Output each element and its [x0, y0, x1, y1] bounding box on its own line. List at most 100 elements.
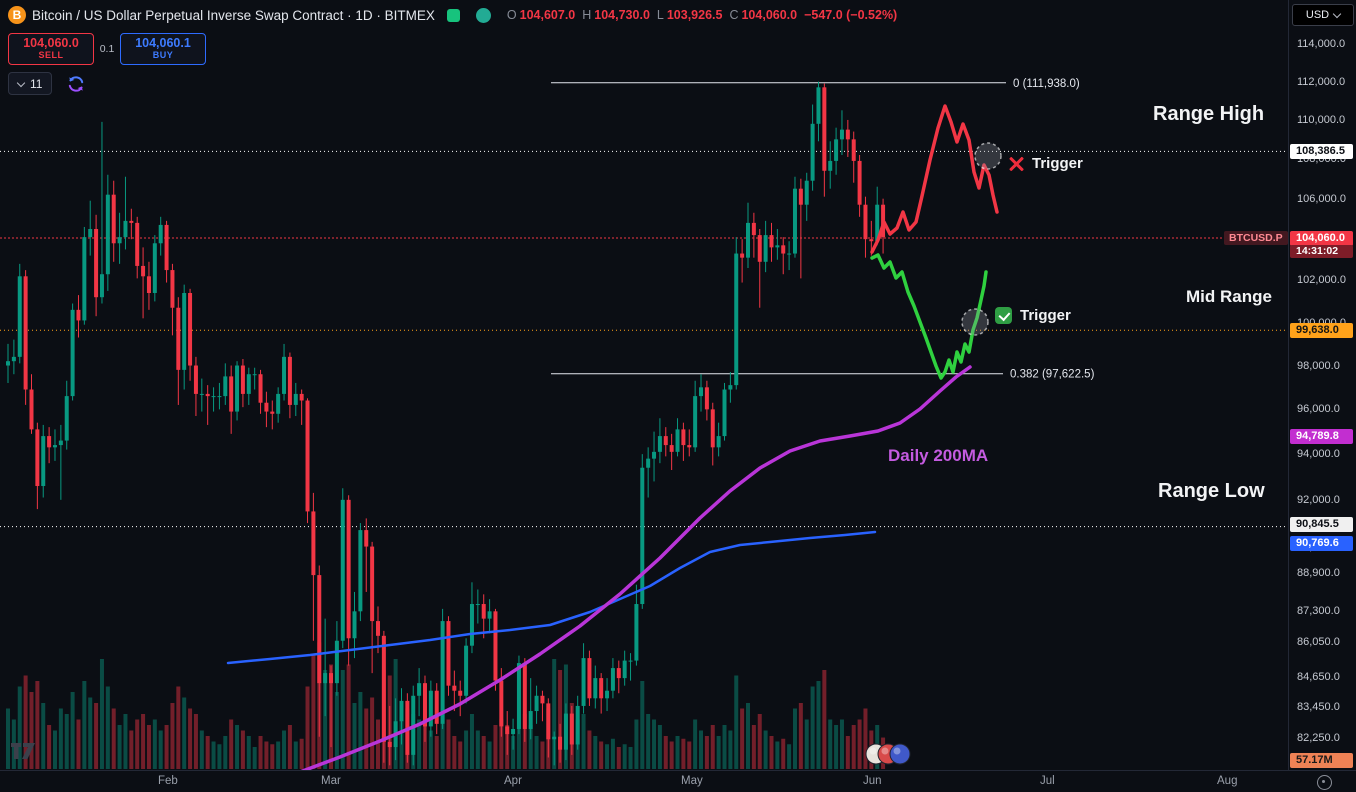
- candle: [699, 374, 704, 412]
- candle: [358, 523, 363, 622]
- candle: [798, 178, 803, 279]
- x-axis-tick-may[interactable]: May: [681, 775, 703, 787]
- candle: [17, 263, 22, 364]
- interval-dropdown[interactable]: 11: [8, 72, 53, 95]
- candle: [111, 180, 116, 262]
- candle: [681, 422, 686, 461]
- symbol-title[interactable]: Bitcoin / US Dollar Perpetual Inverse Sw…: [32, 7, 435, 23]
- volume-bar: [452, 736, 457, 769]
- volume-bar: [616, 747, 621, 769]
- x-axis-tick-aug[interactable]: Aug: [1217, 775, 1238, 787]
- scale-settings-icon[interactable]: [1317, 775, 1332, 790]
- open-label: O: [506, 8, 517, 22]
- sell-button[interactable]: 104,060.0 SELL: [8, 33, 94, 65]
- volume-bar: [458, 741, 463, 769]
- volume-bar: [264, 741, 269, 769]
- volume-bar: [581, 714, 586, 769]
- y-axis-tick: 96,000.0: [1297, 403, 1340, 415]
- x-axis-tick-jun[interactable]: Jun: [863, 775, 882, 787]
- mid-range-label[interactable]: Mid Range: [1186, 287, 1272, 306]
- candle: [546, 698, 551, 758]
- candle: [182, 284, 187, 390]
- candle: [693, 380, 698, 452]
- candle: [652, 431, 657, 482]
- trigger-bull[interactable]: Trigger: [995, 307, 1071, 324]
- candle: [728, 372, 733, 403]
- candle: [469, 582, 474, 654]
- volume-bar: [52, 730, 57, 769]
- x-axis-tick-jul[interactable]: Jul: [1040, 775, 1055, 787]
- trigger-bear[interactable]: Trigger: [1008, 155, 1083, 172]
- candle: [851, 131, 856, 183]
- volume-bar: [88, 697, 93, 769]
- bullish-scenario-path[interactable]: [870, 253, 988, 380]
- volume-bar: [722, 725, 727, 769]
- currency-dropdown[interactable]: USD: [1292, 4, 1354, 26]
- candle: [845, 119, 850, 157]
- candle: [417, 668, 422, 717]
- candle: [446, 616, 451, 696]
- interval-value: 11: [30, 76, 43, 91]
- volume-bar: [528, 725, 533, 769]
- buy-button[interactable]: 104,060.1 BUY: [120, 33, 206, 65]
- candle: [687, 429, 692, 457]
- candle: [522, 658, 527, 742]
- candle: [769, 222, 774, 262]
- candle: [675, 418, 680, 457]
- volume-bar: [816, 681, 821, 769]
- candle: [493, 608, 498, 691]
- volume-bar: [205, 736, 210, 769]
- range-low-label[interactable]: Range Low: [1158, 480, 1265, 502]
- volume-bar: [751, 725, 756, 769]
- symbol-legend: B Bitcoin / US Dollar Perpetual Inverse …: [8, 6, 897, 24]
- x-axis-tick-mar[interactable]: Mar: [321, 775, 341, 787]
- time-axis[interactable]: Feb Mar Apr May Jun Jul Aug: [0, 770, 1356, 792]
- candle: [822, 83, 827, 197]
- candle: [264, 391, 269, 428]
- volume-bar: [270, 744, 275, 769]
- emoji-sticker-icon-2[interactable]: [889, 743, 911, 765]
- candle: [41, 424, 46, 498]
- candle: [152, 235, 157, 302]
- volume-bar: [792, 708, 797, 769]
- y-axis-tick: 86,050.0: [1297, 636, 1340, 648]
- volume-bar: [6, 708, 10, 769]
- x-axis-tick-apr[interactable]: Apr: [504, 775, 522, 787]
- volume-bar: [358, 692, 363, 769]
- volume-bar: [417, 719, 422, 769]
- candle: [558, 723, 563, 763]
- candle: [740, 239, 745, 283]
- blue-ma-label-axis-label: 90,769.6: [1290, 536, 1353, 551]
- y-axis-tick: 112,000.0: [1297, 76, 1346, 88]
- high-label: H: [582, 8, 592, 22]
- candle: [82, 226, 87, 325]
- signpost-marker-icon-1[interactable]: [961, 308, 989, 336]
- volume-bar: [323, 670, 328, 769]
- x-axis-tick-feb[interactable]: Feb: [158, 775, 178, 787]
- refresh-icon[interactable]: [66, 74, 86, 94]
- volume-bar: [587, 730, 592, 769]
- volume-bar: [123, 714, 128, 769]
- price-axis[interactable]: USD 114,000.0 112,000.0 110,000.0 108,000.0…: [1288, 0, 1356, 770]
- candle: [334, 621, 339, 696]
- status-dot-icon: [475, 7, 491, 23]
- candle: [534, 685, 539, 724]
- close-label: C: [729, 8, 739, 22]
- candle: [422, 675, 427, 742]
- bearish-scenario-path[interactable]: [870, 104, 999, 254]
- candle: [657, 418, 662, 464]
- volume-bar: [734, 675, 739, 769]
- range-high-label[interactable]: Range High: [1153, 103, 1265, 125]
- spread-value: 0.1: [99, 43, 115, 55]
- candlestick-chart: 0 (111,938.0) 0.382 (97,622.5): [0, 78, 1286, 770]
- volume-bar: [152, 719, 157, 769]
- volume-axis-label: 57.17M: [1290, 753, 1353, 768]
- daily-200ma-label[interactable]: Daily 200MA: [888, 446, 989, 465]
- candle: [669, 433, 674, 471]
- candle: [563, 703, 568, 761]
- signpost-marker-icon-0[interactable]: [974, 142, 1002, 170]
- candle: [487, 599, 492, 634]
- volume-bar: [105, 686, 110, 769]
- tradingview-logo[interactable]: [8, 738, 40, 764]
- volume-bar: [610, 738, 615, 769]
